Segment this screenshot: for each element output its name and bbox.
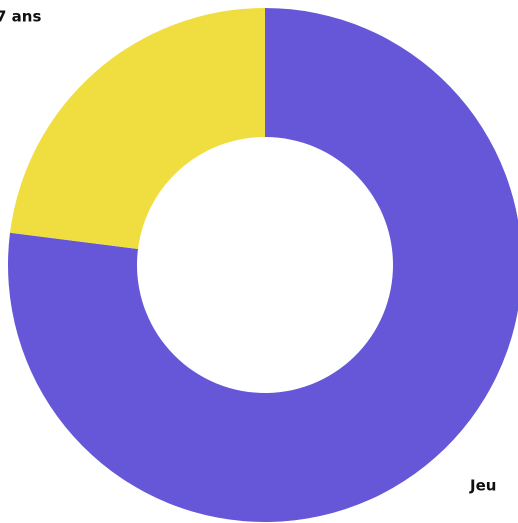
donut-slice xyxy=(10,8,266,249)
slice-label: Jeu xyxy=(469,477,496,495)
donut-slice xyxy=(8,8,518,522)
slice-label: 7 ans xyxy=(0,8,41,26)
